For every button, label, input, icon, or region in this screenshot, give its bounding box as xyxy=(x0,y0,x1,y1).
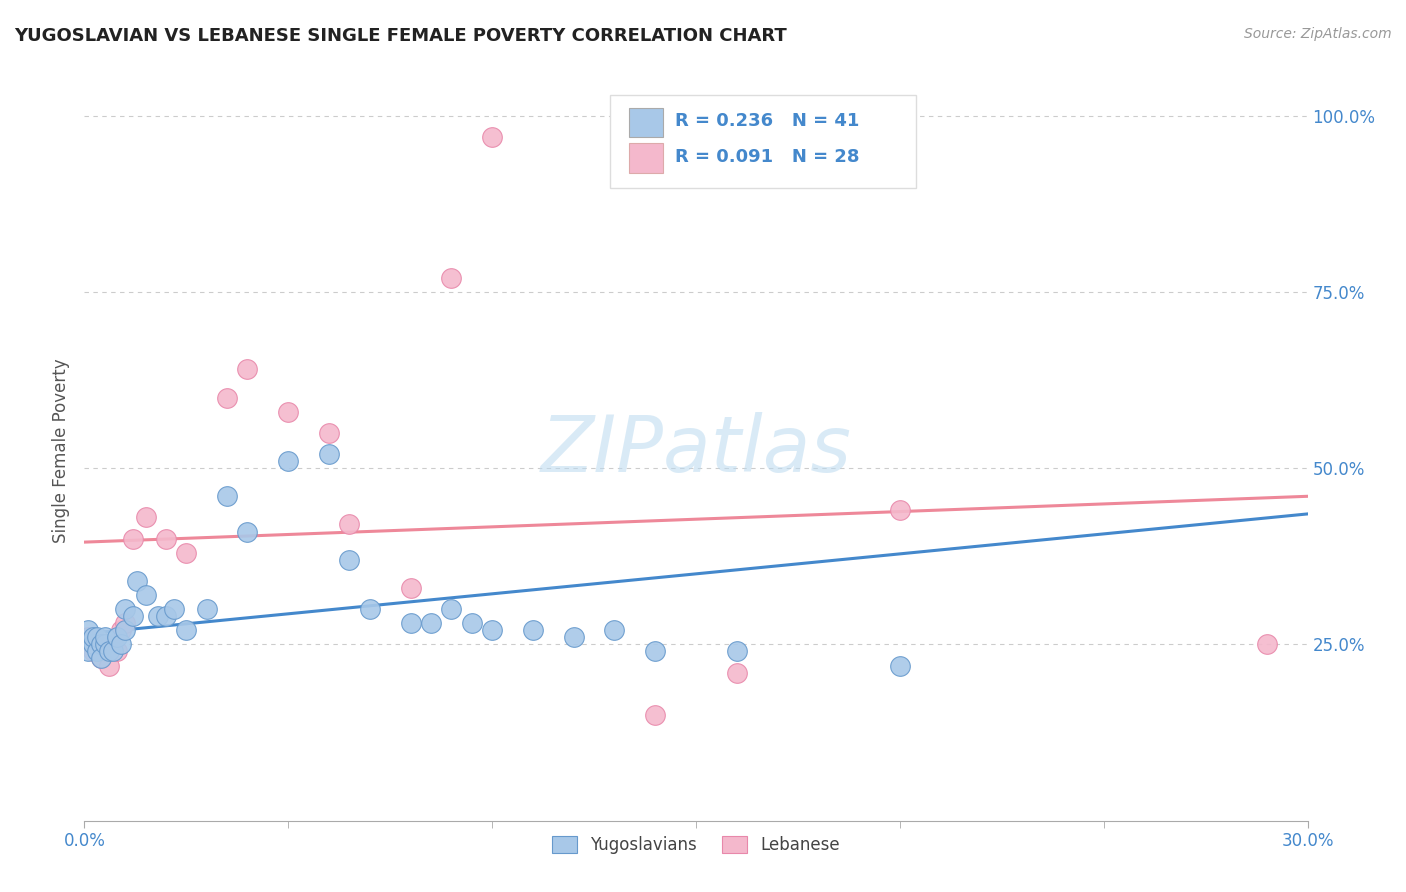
Point xyxy=(339,553,361,567)
Point xyxy=(114,616,136,631)
Point xyxy=(725,665,748,680)
FancyBboxPatch shape xyxy=(610,95,917,187)
Point xyxy=(339,517,361,532)
Point xyxy=(122,609,145,624)
Point xyxy=(420,616,443,631)
Point xyxy=(399,581,422,595)
Point xyxy=(86,637,108,651)
Point xyxy=(217,489,239,503)
Point xyxy=(86,630,108,644)
Point xyxy=(155,532,177,546)
Text: Source: ZipAtlas.com: Source: ZipAtlas.com xyxy=(1244,27,1392,41)
Point xyxy=(97,658,120,673)
Point xyxy=(77,624,100,638)
Point xyxy=(461,616,484,631)
Point xyxy=(174,624,197,638)
Point xyxy=(105,644,128,658)
Point xyxy=(236,362,259,376)
Point xyxy=(105,630,128,644)
Point xyxy=(318,447,340,461)
Point xyxy=(359,602,381,616)
Point xyxy=(481,624,503,638)
Point xyxy=(174,546,197,560)
Point xyxy=(440,602,463,616)
Point xyxy=(86,644,108,658)
FancyBboxPatch shape xyxy=(628,108,664,137)
Point xyxy=(1256,637,1278,651)
Point xyxy=(277,454,299,468)
Point xyxy=(481,129,503,144)
Point xyxy=(195,602,218,616)
Point xyxy=(277,405,299,419)
Point xyxy=(90,651,112,665)
Point xyxy=(725,644,748,658)
Text: YUGOSLAVIAN VS LEBANESE SINGLE FEMALE POVERTY CORRELATION CHART: YUGOSLAVIAN VS LEBANESE SINGLE FEMALE PO… xyxy=(14,27,787,45)
Point xyxy=(440,270,463,285)
Y-axis label: Single Female Poverty: Single Female Poverty xyxy=(52,359,70,542)
Legend: Yugoslavians, Lebanese: Yugoslavians, Lebanese xyxy=(546,829,846,861)
Point xyxy=(97,644,120,658)
Point xyxy=(522,624,544,638)
Point xyxy=(110,637,132,651)
Point xyxy=(114,602,136,616)
Point xyxy=(146,609,169,624)
Point xyxy=(122,532,145,546)
Point xyxy=(101,644,124,658)
Point xyxy=(318,425,340,440)
Point xyxy=(217,391,239,405)
Point xyxy=(163,602,186,616)
Point xyxy=(114,624,136,638)
Point xyxy=(82,637,104,651)
Point xyxy=(155,609,177,624)
Text: ZIPatlas: ZIPatlas xyxy=(540,412,852,489)
Point xyxy=(135,588,157,602)
Point xyxy=(603,624,626,638)
Point xyxy=(889,658,911,673)
FancyBboxPatch shape xyxy=(628,144,664,173)
Point xyxy=(77,644,100,658)
Point xyxy=(562,630,585,644)
Point xyxy=(110,624,132,638)
Point xyxy=(77,630,100,644)
Point xyxy=(399,616,422,631)
Point xyxy=(82,644,104,658)
Text: R = 0.091   N = 28: R = 0.091 N = 28 xyxy=(675,147,859,166)
Point xyxy=(644,707,666,722)
Point xyxy=(889,503,911,517)
Point xyxy=(93,637,115,651)
Point xyxy=(90,651,112,665)
Point xyxy=(82,637,104,651)
Point xyxy=(93,644,115,658)
Point xyxy=(101,637,124,651)
Point xyxy=(236,524,259,539)
Text: R = 0.236   N = 41: R = 0.236 N = 41 xyxy=(675,112,859,130)
Point xyxy=(82,630,104,644)
Point xyxy=(93,630,115,644)
Point xyxy=(135,510,157,524)
Point xyxy=(127,574,149,588)
Point xyxy=(77,637,100,651)
Point xyxy=(644,644,666,658)
Point xyxy=(90,637,112,651)
